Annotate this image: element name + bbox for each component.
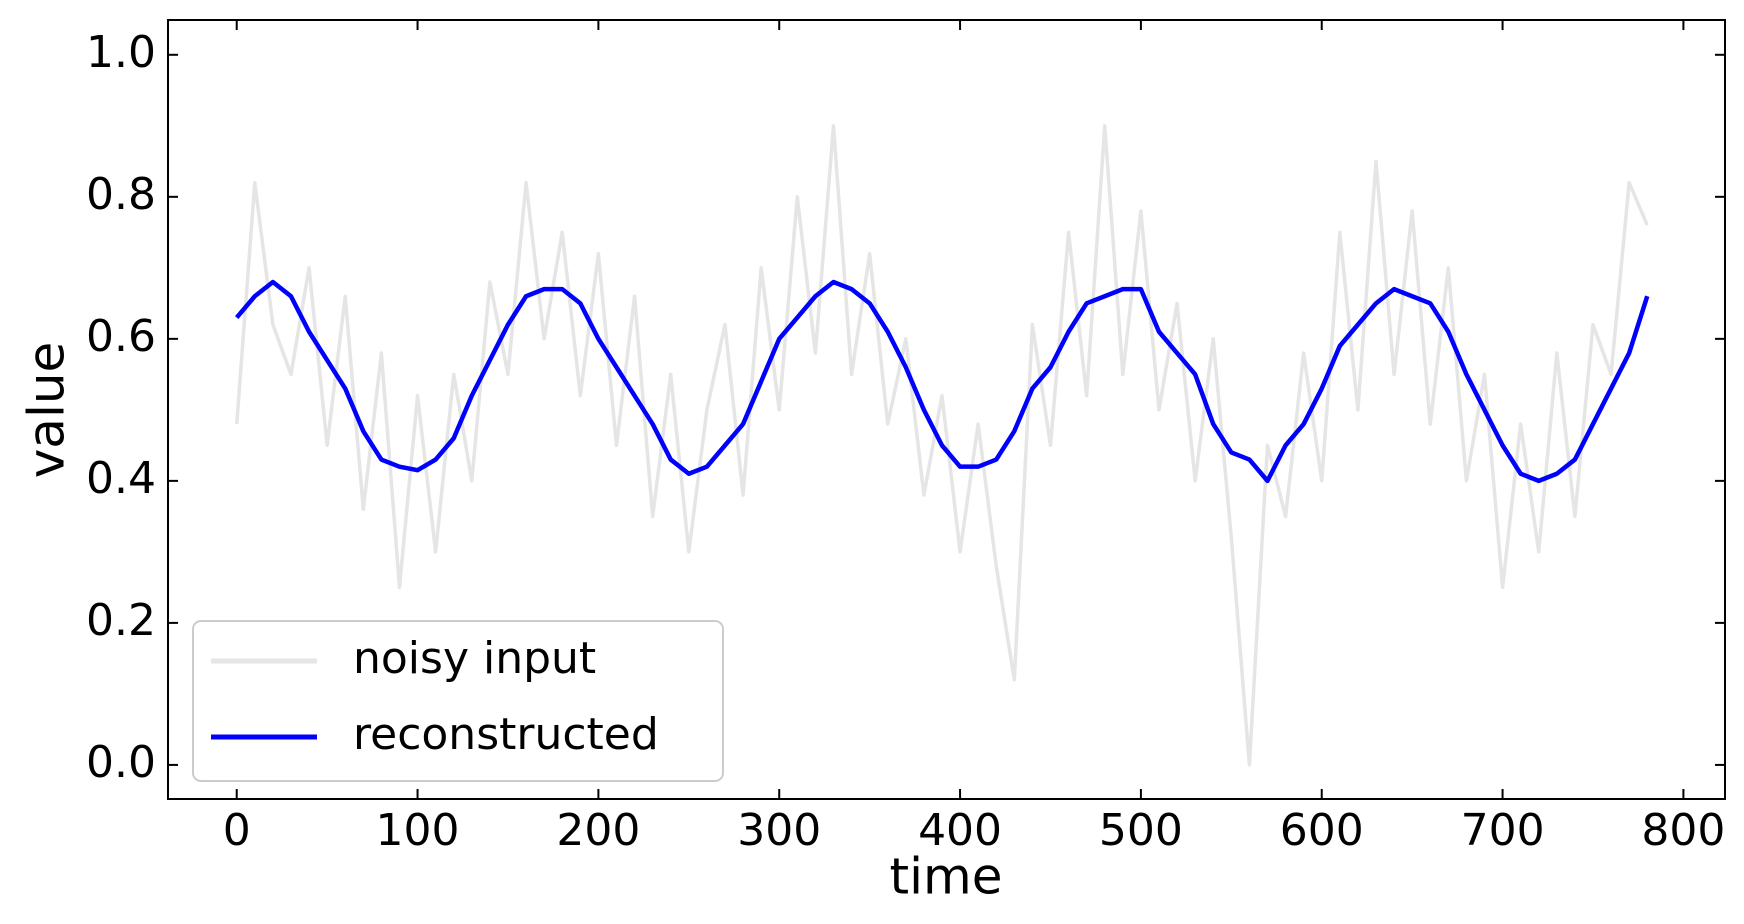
legend-box	[192, 620, 724, 782]
y-tick-label: 0.2	[86, 595, 156, 646]
y-tick-label: 0.0	[86, 737, 156, 788]
y-axis-label: value	[18, 342, 76, 479]
series-line	[234, 124, 1649, 767]
x-tick-label: 800	[1641, 805, 1725, 856]
x-tick-label: 500	[1099, 805, 1183, 856]
x-tick-label: 600	[1280, 805, 1364, 856]
x-axis-label: time	[890, 848, 1003, 906]
x-tick-label: 700	[1461, 805, 1545, 856]
plot-frame	[167, 19, 1726, 800]
legend-label: reconstructed	[353, 709, 659, 760]
x-tick-label: 200	[556, 805, 640, 856]
y-tick-label: 1.0	[86, 27, 156, 78]
x-tick-label: 100	[376, 805, 460, 856]
x-tick-label: 300	[737, 805, 821, 856]
y-tick-label: 0.6	[86, 311, 156, 362]
x-tick-label: 400	[918, 805, 1002, 856]
y-tick-label: 0.4	[86, 453, 156, 504]
x-tick-label: 0	[223, 805, 251, 856]
y-tick-label: 0.8	[86, 169, 156, 220]
legend-label: noisy input	[353, 633, 596, 684]
series-line	[235, 279, 1650, 484]
